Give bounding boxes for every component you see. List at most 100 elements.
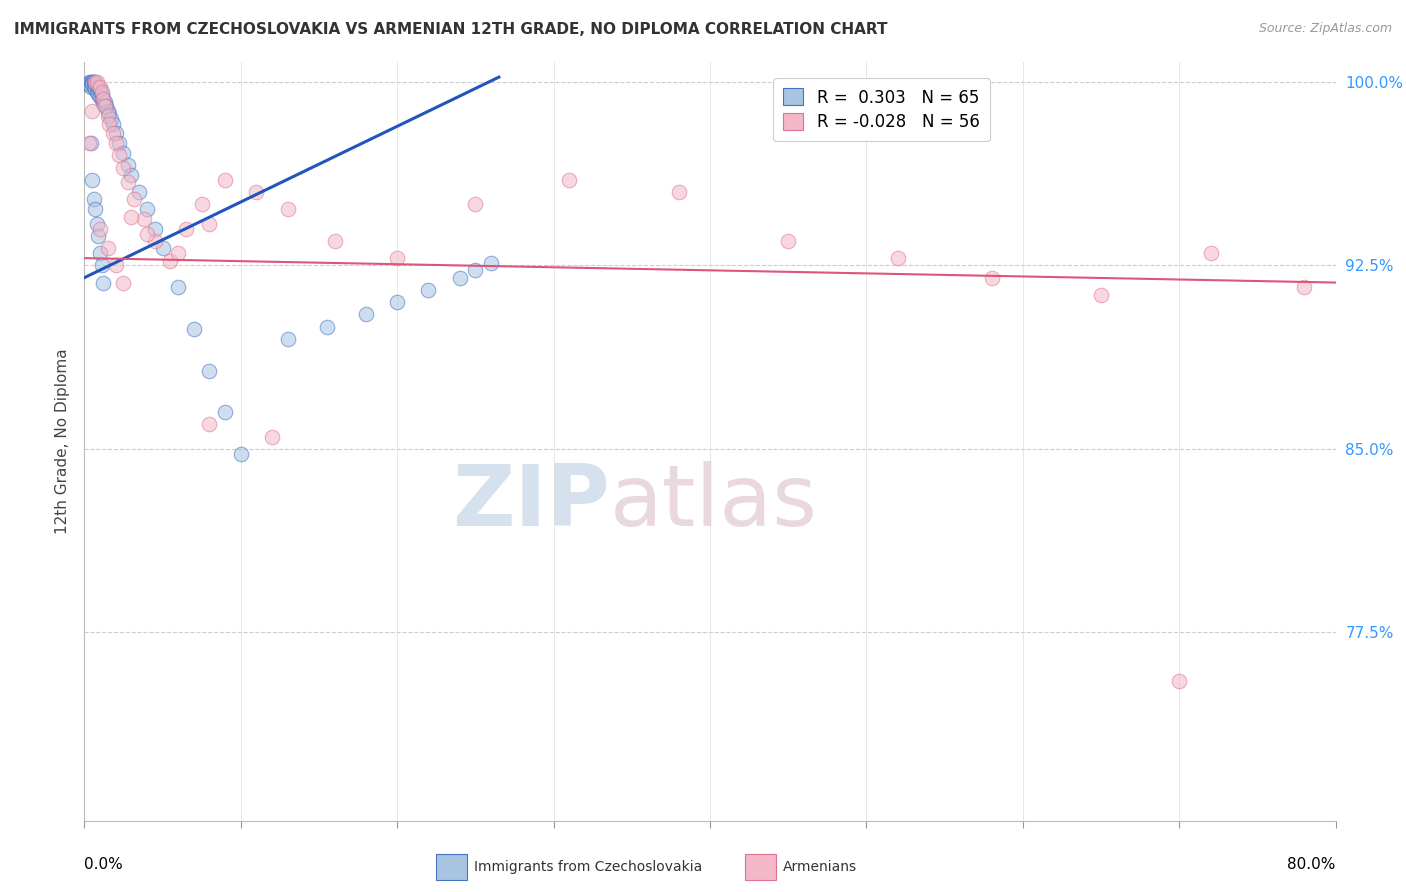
Point bbox=[100, 112, 122, 126]
Point bbox=[83, 79, 105, 94]
Point bbox=[104, 127, 127, 141]
Point bbox=[120, 210, 142, 224]
Point bbox=[89, 246, 111, 260]
Point bbox=[77, 78, 100, 92]
Point bbox=[136, 227, 159, 241]
Point bbox=[84, 82, 107, 96]
Point bbox=[82, 75, 104, 89]
Point bbox=[96, 99, 118, 113]
Point bbox=[91, 276, 114, 290]
Point bbox=[98, 107, 121, 121]
Point bbox=[214, 173, 236, 187]
Legend: R =  0.303   N = 65, R = -0.028   N = 56: R = 0.303 N = 65, R = -0.028 N = 56 bbox=[773, 78, 990, 141]
Point bbox=[778, 234, 800, 248]
Point bbox=[90, 92, 112, 106]
Text: Source: ZipAtlas.com: Source: ZipAtlas.com bbox=[1258, 22, 1392, 36]
Point bbox=[1294, 280, 1316, 294]
Point bbox=[117, 158, 139, 172]
Point bbox=[84, 78, 107, 92]
Point bbox=[449, 270, 471, 285]
Point bbox=[479, 256, 502, 270]
Text: Immigrants from Czechoslovakia: Immigrants from Czechoslovakia bbox=[474, 860, 702, 874]
Point bbox=[76, 78, 98, 92]
Point bbox=[86, 217, 108, 231]
Point bbox=[1403, 246, 1406, 260]
Point bbox=[245, 185, 267, 199]
Point bbox=[91, 92, 114, 106]
Point bbox=[90, 85, 112, 99]
Point bbox=[77, 75, 100, 89]
Point bbox=[90, 87, 112, 102]
Point bbox=[887, 251, 910, 265]
Point bbox=[87, 229, 110, 244]
Point bbox=[104, 136, 127, 150]
Point bbox=[117, 175, 139, 189]
Point bbox=[668, 185, 690, 199]
Text: atlas: atlas bbox=[610, 460, 818, 544]
Point bbox=[136, 202, 159, 217]
Point bbox=[1199, 246, 1222, 260]
Point bbox=[159, 253, 181, 268]
Point bbox=[82, 173, 104, 187]
Point bbox=[262, 430, 284, 444]
Point bbox=[104, 259, 127, 273]
Point bbox=[418, 283, 440, 297]
Point bbox=[183, 322, 205, 336]
Point bbox=[86, 79, 108, 94]
Point bbox=[464, 263, 486, 277]
Point bbox=[174, 221, 197, 235]
Point bbox=[98, 117, 121, 131]
Point bbox=[1090, 287, 1112, 301]
Point bbox=[83, 193, 105, 207]
Point bbox=[79, 136, 101, 150]
Point bbox=[1168, 674, 1191, 689]
Point bbox=[87, 82, 110, 96]
Point bbox=[84, 75, 107, 89]
Point bbox=[385, 251, 409, 265]
Point bbox=[79, 75, 101, 89]
Point bbox=[198, 217, 221, 231]
Text: 80.0%: 80.0% bbox=[1288, 857, 1336, 872]
Point bbox=[90, 259, 112, 273]
Point bbox=[143, 234, 166, 248]
Point bbox=[558, 173, 581, 187]
Point bbox=[124, 193, 146, 207]
Point bbox=[980, 270, 1002, 285]
Point bbox=[132, 211, 155, 226]
Point bbox=[152, 241, 174, 255]
Point bbox=[214, 405, 236, 419]
Point bbox=[167, 280, 190, 294]
Point bbox=[101, 127, 124, 141]
Point bbox=[198, 363, 221, 377]
Point bbox=[82, 78, 104, 92]
Point bbox=[128, 185, 150, 199]
Text: Armenians: Armenians bbox=[783, 860, 858, 874]
Point bbox=[86, 85, 108, 99]
Point bbox=[101, 117, 124, 131]
Point bbox=[93, 95, 115, 109]
Point bbox=[89, 85, 111, 99]
Point bbox=[89, 89, 111, 103]
Point bbox=[89, 82, 111, 96]
Point bbox=[79, 79, 101, 94]
Y-axis label: 12th Grade, No Diploma: 12th Grade, No Diploma bbox=[55, 349, 70, 534]
Point bbox=[83, 75, 105, 89]
Point bbox=[82, 104, 104, 119]
Point bbox=[112, 161, 135, 175]
Point bbox=[97, 104, 120, 119]
Point bbox=[89, 221, 111, 235]
Point bbox=[91, 97, 114, 112]
Point bbox=[198, 417, 221, 432]
Point bbox=[120, 168, 142, 182]
Point bbox=[315, 319, 337, 334]
Point bbox=[77, 136, 100, 150]
Point bbox=[385, 295, 409, 310]
Point bbox=[107, 136, 129, 150]
Point bbox=[112, 145, 135, 160]
Point bbox=[229, 447, 252, 461]
Point bbox=[82, 75, 104, 89]
Point bbox=[89, 79, 111, 94]
Point bbox=[112, 276, 135, 290]
Point bbox=[84, 202, 107, 217]
Point bbox=[1355, 148, 1378, 162]
